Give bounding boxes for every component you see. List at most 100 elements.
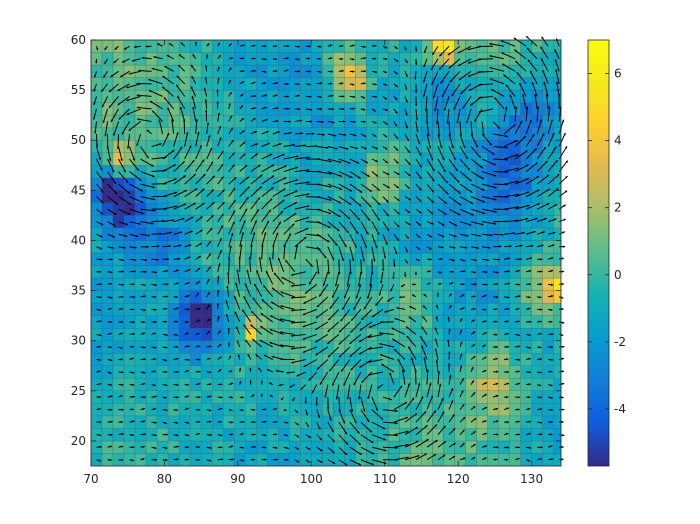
quiver-arrowhead xyxy=(375,159,378,162)
heatmap-cell xyxy=(421,265,433,279)
quiver-arrow xyxy=(316,246,327,259)
quiver-arrowhead xyxy=(291,361,294,364)
quiver-arrowhead xyxy=(120,420,123,424)
quiver-arrowhead xyxy=(184,189,188,193)
quiver-arrow xyxy=(107,158,115,173)
quiver-arrowhead xyxy=(406,335,409,339)
quiver-arrowhead xyxy=(290,334,294,337)
quiver-arrowhead xyxy=(167,107,170,111)
quiver-arrowhead xyxy=(539,119,542,123)
quiver-arrowhead xyxy=(331,257,335,261)
heatmap-cell xyxy=(90,240,103,254)
quiver-arrow xyxy=(140,196,156,201)
quiver-arrowhead xyxy=(406,326,409,329)
quiver-arrowhead xyxy=(165,383,168,387)
quiver-arrowhead xyxy=(178,54,182,57)
quiver-arrowhead xyxy=(468,223,472,226)
quiver-arrow xyxy=(338,434,349,446)
quiver-arrowhead xyxy=(121,432,124,436)
quiver-arrowhead xyxy=(515,60,518,64)
quiver-arrowhead xyxy=(122,60,125,63)
quiver-arrow xyxy=(327,158,342,163)
quiver-arrowhead xyxy=(423,50,427,54)
quiver-arrow xyxy=(250,186,263,197)
heatmap-cell xyxy=(410,227,422,241)
quiver-arrowhead xyxy=(509,94,513,98)
quiver-arrowhead xyxy=(296,460,300,463)
quiver-arrow xyxy=(163,97,175,110)
quiver-arrow xyxy=(259,256,263,272)
quiver-arrowhead xyxy=(141,211,144,215)
quiver-arrowhead xyxy=(259,186,262,189)
quiver-arrowhead xyxy=(442,411,445,414)
quiver-arrow xyxy=(250,244,253,260)
heatmap-cell xyxy=(410,202,422,216)
quiver-arrowhead xyxy=(249,367,252,371)
quiver-arrowhead xyxy=(287,107,290,110)
quiver-arrowhead xyxy=(158,119,161,122)
quiver-arrowhead xyxy=(414,413,418,416)
quiver-arrowhead xyxy=(484,382,488,385)
heatmap-cell xyxy=(498,127,510,141)
quiver-arrow xyxy=(360,409,370,423)
quiver-arrow xyxy=(279,318,295,323)
quiver-arrowhead xyxy=(324,395,327,398)
quiver-arrowhead xyxy=(395,409,398,413)
quiver-arrow xyxy=(303,359,318,368)
quiver-arrowhead xyxy=(446,191,449,195)
quiver-arrowhead xyxy=(470,103,473,106)
quiver-arrowhead xyxy=(395,97,398,101)
quiver-arrowhead xyxy=(542,69,545,73)
heatmap-cell xyxy=(90,227,103,241)
quiver-arrowhead xyxy=(377,218,380,221)
quiver-arrowhead xyxy=(516,206,519,209)
heatmap-cell xyxy=(223,77,235,91)
quiver-arrowhead xyxy=(520,244,523,247)
quiver-arrowhead xyxy=(540,446,543,449)
quiver-arrowhead xyxy=(120,74,123,78)
quiver-arrowhead xyxy=(203,174,206,177)
quiver-arrowhead xyxy=(424,453,427,456)
quiver-arrowhead xyxy=(274,94,278,97)
quiver-arrowhead xyxy=(304,401,307,404)
quiver-arrow xyxy=(404,382,411,398)
quiver-arrowhead xyxy=(120,332,123,335)
heatmap-cell xyxy=(223,39,235,53)
quiver-arrowhead xyxy=(427,282,431,285)
quiver-arrowhead xyxy=(408,222,411,226)
heatmap-cell xyxy=(344,39,356,53)
quiver-arrow xyxy=(360,183,373,193)
quiver-arrowhead xyxy=(306,424,309,427)
quiver-arrowhead xyxy=(443,441,446,444)
quiver-arrow xyxy=(149,100,163,110)
quiver-arrowhead xyxy=(109,105,112,108)
quiver-arrow xyxy=(290,308,306,312)
quiver-arrowhead xyxy=(111,246,114,249)
quiver-arrowhead xyxy=(274,44,278,48)
quiver-arrow xyxy=(514,60,527,72)
quiver-arrowhead xyxy=(164,320,168,323)
heatmap-cell xyxy=(410,302,422,316)
heatmap-cell xyxy=(200,277,213,291)
quiver-arrow xyxy=(457,58,472,67)
quiver-arrow xyxy=(127,133,131,149)
quiver-arrowhead xyxy=(232,210,235,213)
quiver-arrowhead xyxy=(375,174,379,177)
quiver-arrowhead xyxy=(438,67,442,70)
quiver-arrowhead xyxy=(451,145,454,149)
quiver-arrowhead xyxy=(329,172,332,175)
quiver-arrowhead xyxy=(175,345,179,349)
quiver-arrowhead xyxy=(408,316,412,319)
quiver-arrow xyxy=(261,175,275,185)
heatmap-cell xyxy=(443,227,455,241)
quiver-arrowhead xyxy=(352,58,355,61)
quiver-arrowhead xyxy=(275,420,278,424)
quiver-arrowhead xyxy=(340,318,343,322)
quiver-arrowhead xyxy=(353,120,356,124)
quiver-arrow xyxy=(426,409,437,423)
quiver-arrowhead xyxy=(383,256,387,259)
quiver-arrowhead xyxy=(110,258,113,261)
quiver-arrow xyxy=(371,396,379,412)
quiver-arrowhead xyxy=(516,72,520,75)
quiver-arrowhead xyxy=(401,369,405,373)
